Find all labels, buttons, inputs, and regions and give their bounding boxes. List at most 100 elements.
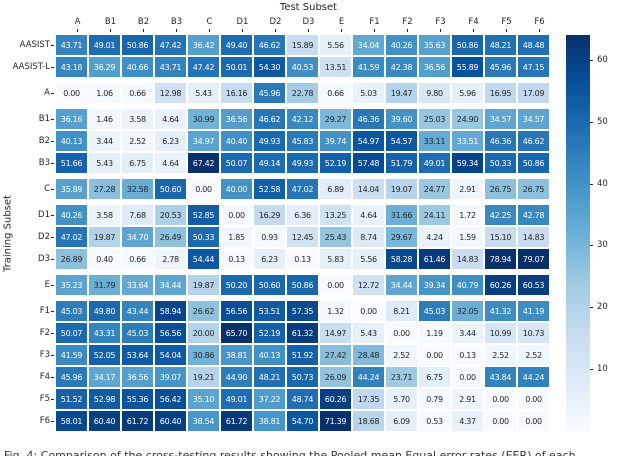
x-tick-label-F2: F2 [392,17,423,32]
heatmap-cell-D1-B3: 20.53 [155,205,186,225]
heatmap-cell-D2-B2: 34.70 [122,227,153,247]
heatmap-cell-F4-B2: 36.56 [122,367,153,387]
heatmap-cell-F6-D2: 38.81 [254,411,285,431]
heatmap-cell-F1-D1: 56.56 [221,301,252,321]
heatmap-cell-F2-B3: 56.56 [155,323,186,343]
y-tick-label-D3: D3 [0,254,56,264]
heatmap-row-F4: F4 45.96 34.17 36.56 39.07 19.21 44.90 48.21 50.… [0,367,551,387]
heatmap-cell-B3-C: 67.42 [188,153,219,173]
heatmap-cell-F6-F2: 6.09 [386,411,417,431]
heatmap-cell-F1-A: 45.03 [56,301,87,321]
heatmap-cell-F6-A: 58.01 [56,411,87,431]
heatmap-cell-D3-F3: 61.46 [419,249,450,269]
heatmap-cell-F2-D2: 52.19 [254,323,285,343]
heatmap-cell-B1-F4: 24.90 [452,109,483,129]
y-tick-mark [51,162,54,164]
heatmap-cell-F1-B3: 58.94 [155,301,186,321]
heatmap-cell-F1-B1: 49.80 [89,301,120,321]
heatmap-cell-AASIST-F3: 35.63 [419,35,450,55]
heatmap-cell-B2-F1: 54.97 [353,131,384,151]
y-tick-label-F5: F5 [0,394,56,404]
heatmap-cell-D2-D3: 12.45 [287,227,318,247]
colorbar-tick-mark [590,369,593,371]
heatmap-cell-C-F6: 26.75 [518,179,549,199]
heatmap-cell-E-D1: 50.20 [221,275,252,295]
heatmap-cell-A-B1: 1.06 [89,83,120,103]
x-tick-label-F5: F5 [491,17,522,32]
heatmap-cell-B3-F5: 50.33 [485,153,516,173]
heatmap-row-AASIST: AASIST 43.71 49.01 50.86 47.42 36.42 49.40 46.6… [0,35,551,55]
heatmap-row-B3: B3 51.66 5.43 6.75 4.64 67.42 50.07 49.14 49.93 5… [0,153,551,173]
heatmap-cell-AASIST-B2: 50.86 [122,35,153,55]
x-tick-text: B1 [104,17,117,27]
x-tick-text: A [74,17,81,27]
heatmap-cell-F2-E: 14.97 [320,323,351,343]
x-tick-text: D1 [236,17,249,27]
heatmap-cell-C-F1: 14.04 [353,179,384,199]
heatmap-cell-F2-A: 50.07 [56,323,87,343]
heatmap-cell-E-A: 35.23 [56,275,87,295]
y-tick-text: A [44,88,50,98]
heatmap-cell-F3-E: 27.42 [320,345,351,365]
heatmap-cell-F4-B3: 39.07 [155,367,186,387]
colorbar-tick-mark [590,59,593,61]
x-tick-text: B3 [170,17,183,27]
x-tick-text: E [338,17,345,27]
heatmap-cell-A-F6: 17.09 [518,83,549,103]
y-tick-label-E: E [0,280,56,290]
heatmap-cell-E-F4: 40.79 [452,275,483,295]
y-tick-text: B1 [38,114,50,124]
heatmap-cell-B3-D2: 49.14 [254,153,285,173]
colorbar-tick-mark [590,183,593,185]
heatmap-cell-D3-E: 5.83 [320,249,351,269]
heatmap-cell-F4-F2: 23.71 [386,367,417,387]
heatmap-cell-B2-B3: 6.23 [155,131,186,151]
x-tick-text: D2 [269,17,282,27]
y-tick-label-B1: B1 [0,114,56,124]
heatmap-cell-B1-B2: 3.58 [122,109,153,129]
heatmap-cell-C-D3: 47.02 [287,179,318,199]
heatmap-cell-B2-D1: 40.40 [221,131,252,151]
x-tick-label-F3: F3 [425,17,456,32]
heatmap-cell-D1-F3: 24.11 [419,205,450,225]
heatmap-cell-F3-F6: 2.52 [518,345,549,365]
heatmap-cell-A-F5: 16.95 [485,83,516,103]
heatmap-row-B1: B1 36.16 1.46 3.58 4.64 30.99 36.56 46.62 42.12 2… [0,109,551,129]
heatmap-cell-F5-B2: 55.36 [122,389,153,409]
heatmap-cell-F5-F5: 0.00 [485,389,516,409]
heatmap-cell-D2-E: 25.43 [320,227,351,247]
chart-title: Test Subset [279,2,338,13]
heatmap-cell-D1-B1: 3.58 [89,205,120,225]
x-tick-text: C [206,17,213,27]
heatmap-cell-C-C: 0.00 [188,179,219,199]
y-tick-mark [51,140,54,142]
heatmap-cell-F6-F6: 0.00 [518,411,549,431]
y-tick-text: C [44,184,50,194]
heatmap-cell-F3-F1: 28.48 [353,345,384,365]
heatmap-cell-F5-F6: 0.00 [518,389,549,409]
heatmap-cell-C-B2: 32.58 [122,179,153,199]
heatmap-cell-D2-F6: 14.83 [518,227,549,247]
heatmap-cell-AASIST-B1: 49.01 [89,35,120,55]
colorbar-tick-mark [590,121,593,123]
heatmap-cell-D1-D3: 6.36 [287,205,318,225]
heatmap-cell-F4-F3: 6.75 [419,367,450,387]
heatmap-cell-B2-F5: 46.36 [485,131,516,151]
heatmap-cell-E-F5: 60.26 [485,275,516,295]
heatmap-cell-D3-B1: 0.40 [89,249,120,269]
heatmap-cell-D3-B3: 2.78 [155,249,186,269]
x-tick-mark [242,29,243,32]
heatmap-cell-D2-F1: 8.74 [353,227,384,247]
heatmap-cell-F6-B1: 60.40 [89,411,120,431]
y-tick-text: AASIST [19,40,50,50]
heatmap-cell-B3-F4: 59.34 [452,153,483,173]
heatmap-cell-B1-F3: 25.03 [419,109,450,129]
x-tick-mark [407,29,408,32]
heatmap-cell-F4-E: 26.09 [320,367,351,387]
y-tick-mark [51,44,54,46]
heatmap-cell-B1-F5: 34.57 [485,109,516,129]
x-tick-mark [473,29,474,32]
heatmap-cell-C-A: 35.89 [56,179,87,199]
heatmap-cell-F3-D3: 51.92 [287,345,318,365]
heatmap-cell-F5-B1: 52.98 [89,389,120,409]
